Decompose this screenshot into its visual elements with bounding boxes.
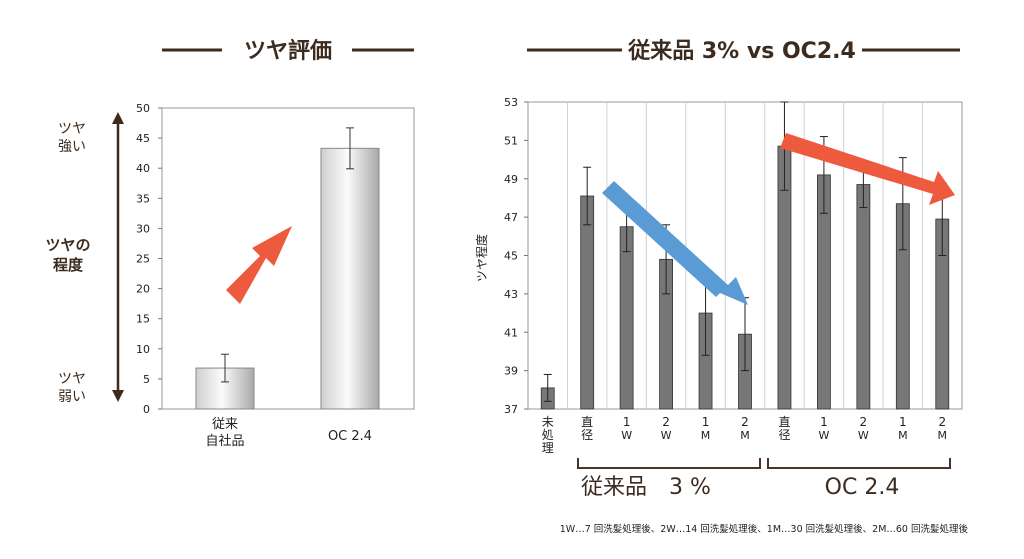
y-tick-label: 40 (136, 162, 150, 175)
y-tick-label: 49 (504, 173, 518, 186)
gloss-level-label-line2: 程度 (53, 256, 84, 274)
arrow-down-icon (112, 390, 124, 402)
y-tick-label: 35 (136, 192, 150, 205)
y-axis-label: ツヤ程度 (474, 234, 489, 282)
left-chart-title: ツヤ評価 (244, 38, 332, 64)
y-tick-label: 0 (143, 403, 150, 416)
y-tick-label: 37 (504, 403, 518, 416)
arrow-up-icon (112, 112, 124, 124)
footnote: 1W…7 回洗髪処理後、2W…14 回洗髪処理後、1M…30 回洗髪処理後、2M… (560, 523, 969, 535)
y-tick-label: 10 (136, 343, 150, 356)
bar (619, 226, 634, 410)
x-category-label: 従来 (212, 417, 238, 432)
y-tick-label: 43 (504, 288, 518, 301)
group-bracket-oc24 (767, 458, 951, 469)
bar (580, 195, 595, 410)
group-label-conventional: 従来品 3 % (581, 475, 711, 500)
weak-label-line2: 弱い (58, 389, 86, 405)
right-plot: 37 39 41 43 45 47 49 51 53 未処理 直径 1 W 2 W 1 M 2 M 直径 1 W 2 W 1 M 2… (504, 96, 963, 455)
decrease-arrow-blue-icon (602, 181, 748, 305)
weak-label-line1: ツヤ (58, 371, 86, 387)
y-tick-label: 5 (143, 373, 150, 386)
y-tick-label: 20 (136, 283, 150, 296)
decrease-arrow-red-icon (780, 133, 955, 205)
y-tick-label: 39 (504, 365, 518, 378)
right-chart-title: 従来品 3% vs OC2.4 (627, 38, 856, 64)
y-tick-label: 50 (136, 102, 150, 115)
y-tick-label: 51 (504, 134, 518, 147)
group-bracket-conventional (577, 458, 761, 469)
x-category-label: 直径 (778, 415, 790, 442)
increase-arrow-icon (226, 226, 292, 304)
y-tick-label: 41 (504, 326, 518, 339)
x-category-label: 未処理 (542, 415, 554, 455)
group-label-oc24: OC 2.4 (825, 475, 900, 500)
y-tick-label: 53 (504, 96, 518, 109)
strong-label-line2: 強い (58, 139, 86, 155)
x-category-label: 直径 (581, 415, 593, 442)
x-category-label: 自社品 (205, 433, 244, 449)
y-tick-label: 15 (136, 313, 150, 326)
y-tick-label: 47 (504, 211, 518, 224)
bar (856, 184, 871, 410)
y-tick-label: 25 (136, 253, 150, 266)
y-tick-label: 45 (504, 250, 518, 263)
y-tick-label: 30 (136, 222, 150, 235)
x-category-label: OC 2.4 (328, 429, 372, 444)
y-tick-label: 45 (136, 132, 150, 145)
strong-label-line1: ツヤ (58, 121, 86, 137)
gloss-level-label-line1: ツヤの (45, 236, 90, 254)
bar (320, 147, 380, 410)
